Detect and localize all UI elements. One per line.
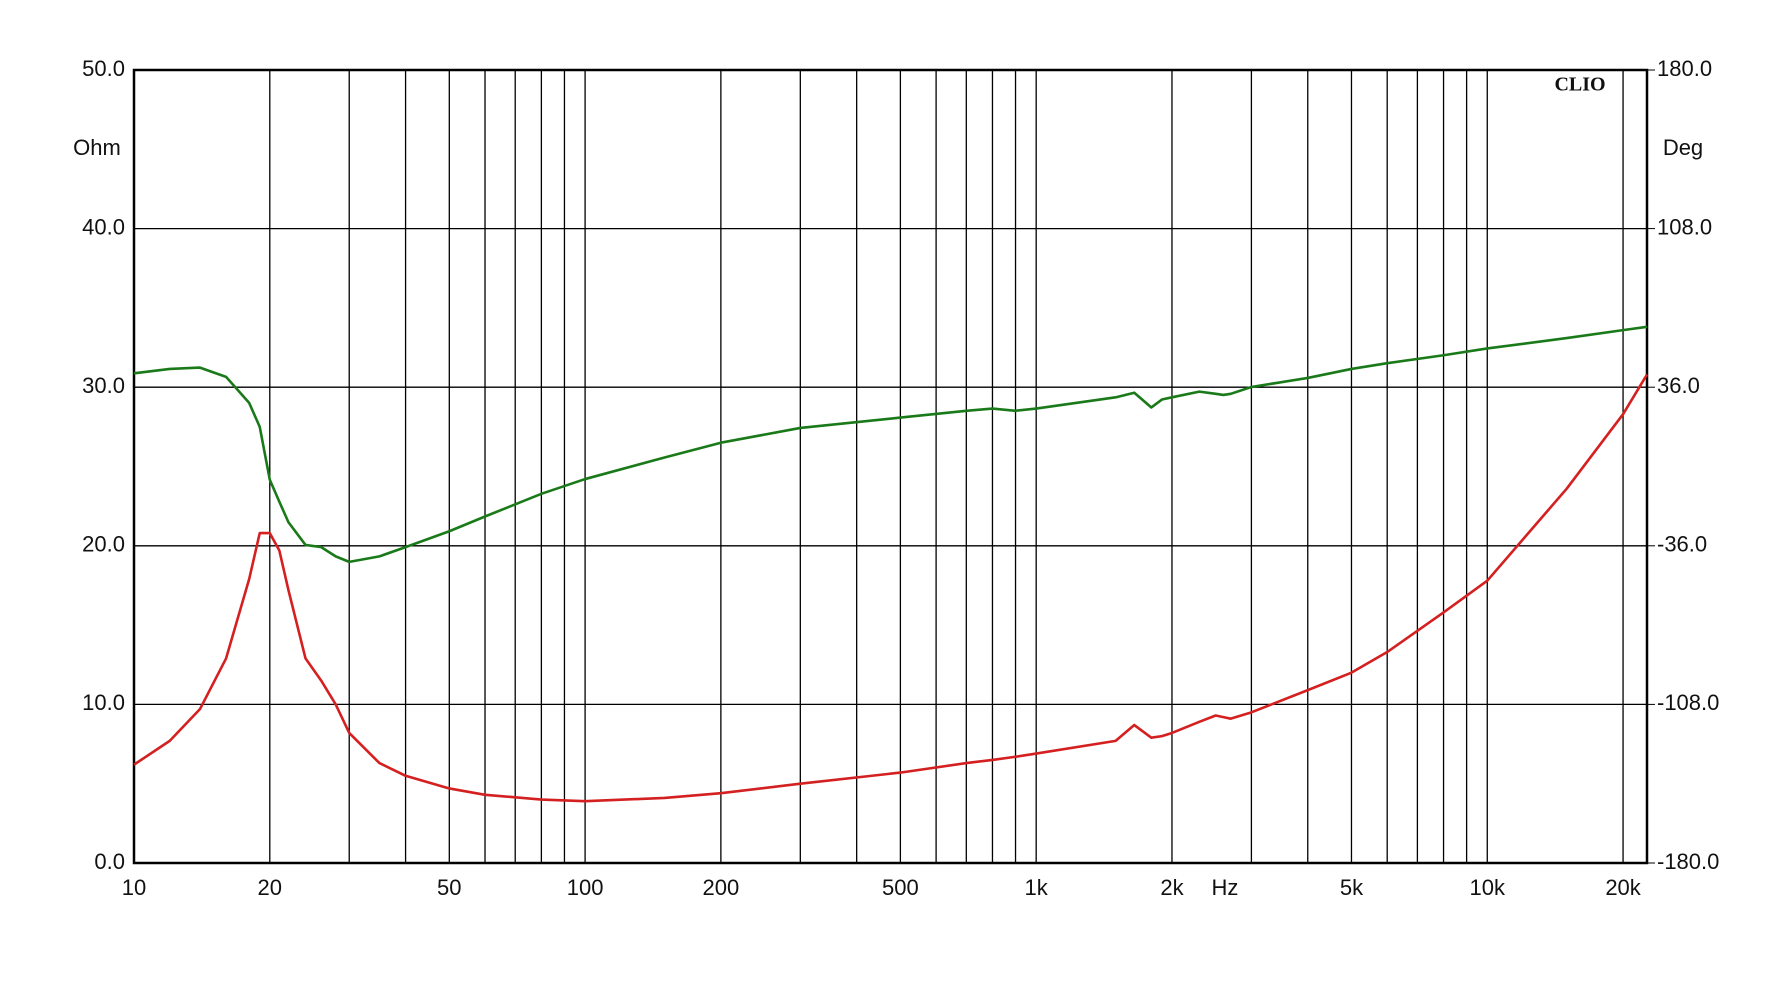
y-tick-label: 50.0 <box>82 56 125 81</box>
x-tick-label: 50 <box>437 875 461 900</box>
y2-tick-label: -180.0 <box>1657 849 1719 874</box>
y-axis-label: Ohm <box>73 135 121 160</box>
x-tick-label: 200 <box>703 875 740 900</box>
x-tick-label: 10k <box>1470 875 1506 900</box>
x-tick-label: 5k <box>1340 875 1364 900</box>
y-tick-label: 30.0 <box>82 373 125 398</box>
x-tick-label: 2k <box>1160 875 1184 900</box>
y-tick-label: 20.0 <box>82 532 125 557</box>
x-tick-label: 20k <box>1605 875 1641 900</box>
y2-tick-label: -108.0 <box>1657 690 1719 715</box>
x-tick-label: 20 <box>258 875 282 900</box>
y2-tick-label: 180.0 <box>1657 56 1712 81</box>
plot-frame <box>132 68 1649 865</box>
y2-tick-label: 108.0 <box>1657 214 1712 239</box>
x-tick-label: 100 <box>567 875 604 900</box>
watermark: CLIO <box>1554 74 1605 96</box>
y2-axis-label: Deg <box>1663 135 1703 160</box>
y2-tick-label: 36.0 <box>1657 373 1700 398</box>
y2-tick-label: -36.0 <box>1657 532 1707 557</box>
series-line <box>133 373 1649 803</box>
x-axis-label: Hz <box>1212 875 1239 900</box>
x-tick-label: 500 <box>882 875 919 900</box>
x-tick-label: 1k <box>1025 875 1049 900</box>
x-tick-label: 10 <box>122 875 146 900</box>
y-tick-label: 40.0 <box>82 214 125 239</box>
y-tick-label: 0.0 <box>94 849 125 874</box>
series-line <box>133 325 1648 564</box>
y-tick-label: 10.0 <box>82 690 125 715</box>
